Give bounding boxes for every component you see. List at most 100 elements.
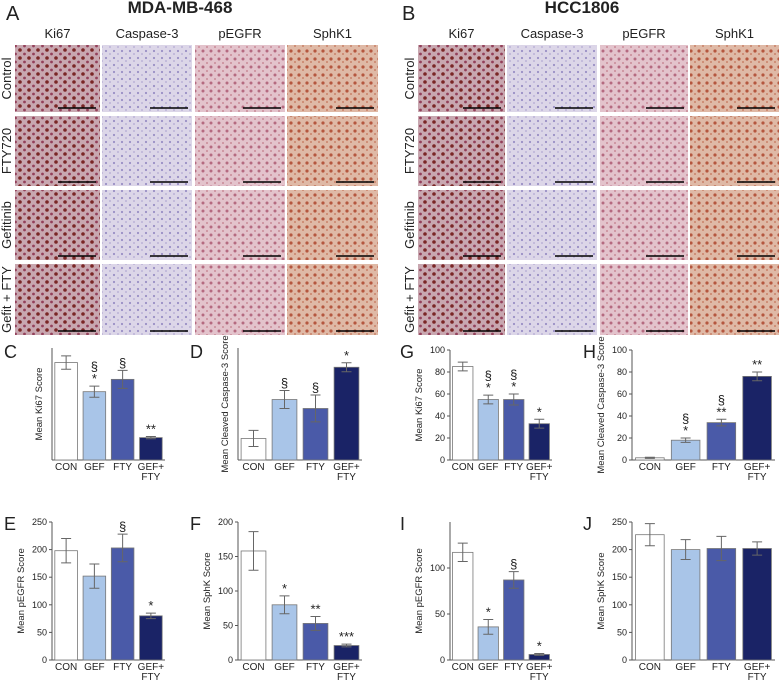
- error-bar: [680, 437, 691, 443]
- y-axis-title: Mean Cleaved Caspase-3 Score: [596, 336, 607, 473]
- significance-mark: §: [510, 557, 517, 572]
- error-bar: [117, 533, 128, 563]
- significance-mark: §: [91, 359, 98, 374]
- category-text: GEF+ FTY: [743, 463, 771, 483]
- x-tick-label: GEF: [274, 463, 295, 473]
- error-bar: [279, 595, 290, 615]
- error-bar: [508, 571, 519, 589]
- category-text: FTY: [504, 463, 524, 473]
- y-tick-label: 150: [32, 572, 47, 582]
- error-bar: [89, 563, 100, 589]
- category-text: GEF: [477, 663, 499, 673]
- significance-mark: ***: [339, 629, 354, 644]
- x-tick-label: FTY: [113, 663, 133, 673]
- significance-mark: §: [718, 392, 725, 407]
- bar: [477, 399, 499, 461]
- tissue-image: [15, 45, 100, 112]
- category-text: CON: [55, 463, 78, 473]
- error-bar: [716, 535, 727, 562]
- bar: [333, 645, 360, 661]
- significance-mark: *: [486, 605, 491, 620]
- y-tick-label: 150: [612, 572, 627, 582]
- y-tick-label: 20: [435, 433, 445, 443]
- error-bar: [61, 538, 72, 564]
- category-text: GEF: [274, 463, 295, 473]
- category-text: GEF: [477, 463, 499, 473]
- y-tick-label: 0: [228, 655, 233, 665]
- x-tick-label: FTY: [712, 663, 731, 673]
- y-tick-label: 100: [612, 600, 627, 610]
- panel-letter: J: [583, 514, 592, 534]
- error-bar: [457, 361, 468, 372]
- bar: [528, 423, 550, 461]
- error-bar: [680, 539, 691, 561]
- tissue-image: [15, 190, 100, 260]
- tissue-image: [418, 45, 505, 112]
- error-bar: [716, 418, 727, 427]
- significance-mark: §: [312, 380, 319, 395]
- bar: [110, 547, 135, 661]
- tissue-image: [600, 116, 688, 186]
- category-text: FTY: [711, 463, 731, 473]
- tissue-image: [287, 264, 378, 335]
- y-axis-title: Mean Ki67 Score: [34, 368, 45, 441]
- column-header: SphK1: [313, 26, 352, 41]
- x-tick-label: GEF+ FTY: [743, 663, 771, 683]
- x-tick-label: GEF+ FTY: [526, 463, 553, 483]
- y-axis-title: Mean Ki67 Score: [414, 369, 425, 442]
- column-header: Ki67: [44, 26, 70, 41]
- significance-mark: §: [119, 355, 126, 370]
- y-tick-label: 200: [218, 517, 233, 527]
- bar: [706, 422, 737, 461]
- tissue-image: [287, 45, 378, 112]
- panel-title: HCC1806: [545, 0, 620, 17]
- y-tick-label: 200: [612, 545, 627, 555]
- tissue-image: [195, 116, 285, 186]
- category-text: GEF+ FTY: [743, 663, 771, 683]
- y-tick-label: 0: [440, 455, 445, 465]
- bar: [333, 366, 360, 461]
- significance-mark: §: [485, 368, 492, 383]
- row-label: Gefitinib: [0, 201, 14, 249]
- bar: [452, 366, 474, 461]
- category-text: FTY: [306, 463, 325, 473]
- y-tick-label: 50: [223, 621, 233, 631]
- x-tick-label: CON: [638, 663, 661, 673]
- category-text: FTY: [113, 663, 133, 673]
- category-text: GEF+ FTY: [333, 663, 360, 683]
- error-bar: [248, 429, 259, 448]
- tissue-image: [102, 45, 192, 112]
- tissue-image: [600, 264, 688, 335]
- significance-mark: *: [683, 423, 688, 438]
- x-tick-label: GEF: [84, 463, 105, 473]
- tissue-image: [195, 190, 285, 260]
- histology-tiles: [15, 45, 779, 335]
- panel-letter: E: [4, 514, 16, 534]
- x-tick-label: CON: [452, 463, 474, 473]
- significance-mark: *: [282, 581, 287, 596]
- y-tick-label: 80: [617, 367, 627, 377]
- error-bar: [752, 541, 763, 556]
- significance-mark: *: [92, 371, 97, 386]
- y-tick-label: 50: [37, 627, 47, 637]
- bar: [706, 548, 737, 661]
- category-text: CON: [638, 663, 661, 673]
- y-tick-label: 100: [430, 345, 445, 355]
- category-text: CON: [242, 463, 265, 473]
- error-bar: [248, 531, 259, 571]
- tissue-image: [102, 264, 192, 335]
- category-text: GEF+ FTY: [526, 463, 553, 483]
- tissue-image: [600, 45, 688, 112]
- category-text: GEF+ FTY: [137, 663, 165, 683]
- y-axis-title: Mean Cleaved Caspase-3 Score: [220, 335, 231, 472]
- tissue-image: [418, 116, 505, 186]
- bar: [670, 439, 701, 461]
- y-tick-label: 40: [435, 411, 445, 421]
- error-bar: [117, 369, 128, 389]
- error-bar: [534, 418, 545, 429]
- category-text: GEF+ FTY: [333, 463, 360, 483]
- error-bar: [457, 542, 468, 563]
- bar: [503, 579, 525, 661]
- x-tick-label: GEF+ FTY: [138, 463, 164, 483]
- tissue-image: [507, 116, 597, 186]
